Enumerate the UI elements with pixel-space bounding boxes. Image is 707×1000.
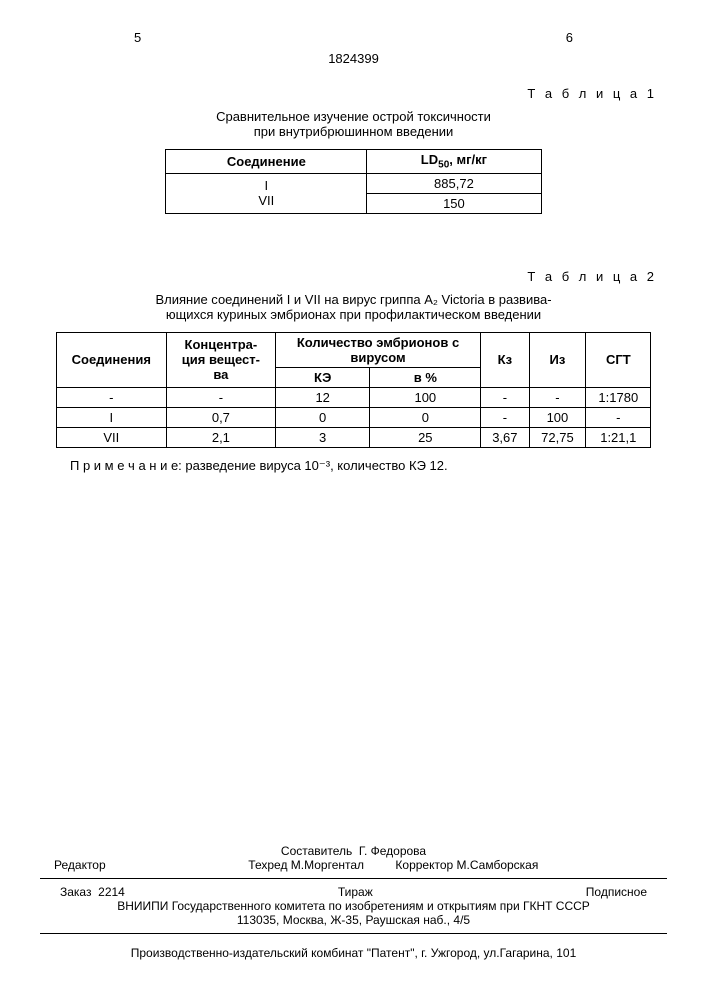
cell: 885,72 [367,173,541,193]
th-iz: Из [529,332,586,387]
org-line2: 113035, Москва, Ж-35, Раушская наб., 4/5 [40,913,667,927]
cell: 3 [275,427,370,447]
caption-line: при внутрибрюшинном введении [254,124,454,139]
techred-name: М.Моргентал [291,858,364,872]
cell: 3,67 [481,427,529,447]
cell: - [529,387,586,407]
caption-line: Сравнительное изучение острой токсичност… [216,109,491,124]
cell: 0,7 [166,407,275,427]
divider [40,878,667,879]
th-ke: КЭ [275,367,370,387]
page-right: 6 [566,30,573,45]
caption-line: ющихся куриных эмбрионах при профилактич… [166,307,541,322]
compiler-name: Г. Федорова [359,844,426,858]
cell: 1:21,1 [586,427,651,447]
footer-block: Составитель Г. Федорова Редактор Техред … [40,844,667,960]
corrector-name: М.Самборская [457,858,539,872]
cell: 25 [370,427,481,447]
cell: VII [174,193,358,208]
cell: 100 [370,387,481,407]
cell: VII [56,427,166,447]
page-left: 5 [134,30,141,45]
cell: - [481,387,529,407]
cell: 72,75 [529,427,586,447]
table1-caption: Сравнительное изучение острой токсичност… [103,109,605,139]
divider [40,933,667,934]
th-compound: Соединения [56,332,166,387]
th-ld50: LD50, мг/кг [367,150,541,174]
staff-compiler: Составитель Г. Федорова [40,844,667,858]
th-conc: Концентра-ция вещест-ва [166,332,275,387]
cell: 12 [275,387,370,407]
cell: 2,1 [166,427,275,447]
cell: 0 [370,407,481,427]
table1: Соединение LD50, мг/кг I VII 885,72 150 [165,149,541,214]
compiler-label: Составитель [281,844,352,858]
th-pct: в % [370,367,481,387]
table-row: I 0,7 0 0 - 100 - [56,407,651,427]
th-sgt: СГТ [586,332,651,387]
table-row: I VII 885,72 [166,173,541,193]
table2-label: Т а б л и ц а 2 [40,269,657,284]
corrector-label: Корректор [395,858,453,872]
table-row: - - 12 100 - - 1:1780 [56,387,651,407]
table2-note: П р и м е ч а н и е: разведение вируса 1… [70,458,667,474]
cell: 100 [529,407,586,427]
table-row: Соединения Концентра-ция вещест-ва Колич… [56,332,651,367]
cell: I [174,178,358,193]
caption-line: Влияние соединений I и VII на вирус грип… [155,292,551,307]
printer-line: Производственно-издательский комбинат "П… [40,946,667,960]
cell: - [56,387,166,407]
cell: - [481,407,529,427]
table2-caption: Влияние соединений I и VII на вирус грип… [103,292,605,322]
cell: - [586,407,651,427]
table2: Соединения Концентра-ция вещест-ва Колич… [56,332,652,448]
techred-label: Техред [248,858,287,872]
cell: 1:1780 [586,387,651,407]
cell: I [56,407,166,427]
cell: 150 [367,193,541,213]
table1-label: Т а б л и ц а 1 [40,86,657,101]
staff-row: Редактор Техред М.Моргентал Корректор М.… [40,858,667,872]
order-label: Заказ [60,885,91,899]
table-row: Соединение LD50, мг/кг [166,150,541,174]
table-row: VII 2,1 3 25 3,67 72,75 1:21,1 [56,427,651,447]
org-line1: ВНИИПИ Государственного комитета по изоб… [40,899,667,913]
editor-label: Редактор [54,858,106,872]
subscription: Подписное [586,885,647,899]
cell: - [166,387,275,407]
order-row: Заказ 2214 Тираж Подписное [40,885,667,899]
th-embryo: Количество эмбрионов свирусом [275,332,480,367]
order-num: 2214 [98,885,125,899]
cell: 0 [275,407,370,427]
document-number: 1824399 [40,51,667,66]
th-kz: Кз [481,332,529,387]
th-compound: Соединение [166,150,367,174]
page-number-row: 5 6 [134,30,573,45]
tirage-label: Тираж [338,885,373,899]
